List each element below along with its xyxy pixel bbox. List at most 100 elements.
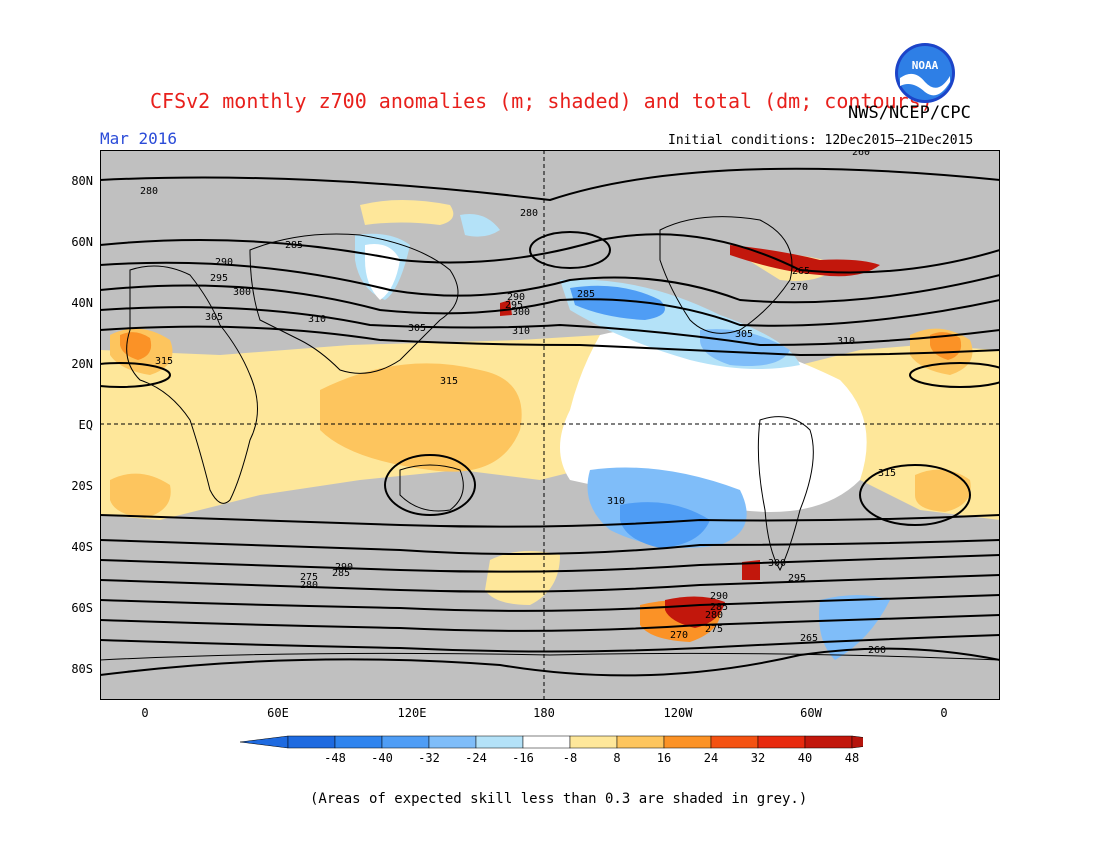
colorbar-swatch <box>616 735 665 749</box>
anomaly-40-48 <box>742 560 760 580</box>
noaa-logo-icon: NOAA <box>895 43 955 103</box>
svg-text:295: 295 <box>210 273 228 284</box>
forecast-month: Mar 2016 <box>100 129 178 148</box>
colorbar-label: 16 <box>656 751 672 765</box>
caption: (Areas of expected skill less than 0.3 a… <box>310 791 808 807</box>
negative-anomaly <box>620 502 710 548</box>
colorbar-swatch <box>287 735 336 749</box>
lat-label: 40N <box>71 296 93 310</box>
svg-text:285: 285 <box>285 240 303 251</box>
lon-label: 60E <box>267 706 289 720</box>
agency-label: NWS/NCEP/CPC <box>848 103 971 123</box>
svg-text:290: 290 <box>710 591 728 602</box>
lat-label: EQ <box>78 418 93 432</box>
map-frame <box>100 150 1000 700</box>
negative-anomaly <box>700 329 790 366</box>
lon-label: 120E <box>397 706 427 720</box>
negative-anomaly <box>570 285 665 320</box>
svg-text:265: 265 <box>792 266 810 277</box>
colorbar-label: 48 <box>844 751 860 765</box>
svg-text:305: 305 <box>408 323 426 334</box>
svg-text:285: 285 <box>710 602 728 613</box>
colorbar <box>239 735 863 749</box>
svg-text:270: 270 <box>670 630 688 641</box>
anomaly-16-24 <box>915 469 971 512</box>
svg-text:295: 295 <box>505 300 523 311</box>
lon-label: 0 <box>141 706 149 720</box>
svg-text:315: 315 <box>155 356 173 367</box>
lat-label: 60S <box>71 601 93 615</box>
lon-label: 120W <box>663 706 693 720</box>
colorbar-end-positive <box>851 735 863 749</box>
svg-text:285: 285 <box>577 289 595 300</box>
lat-label: 80N <box>71 174 93 188</box>
svg-text:315: 315 <box>878 468 896 479</box>
svg-text:260: 260 <box>852 150 870 158</box>
lon-label: 180 <box>533 706 555 720</box>
anomaly-16-24 <box>110 473 171 518</box>
svg-text:280: 280 <box>140 186 158 197</box>
initial-conditions: Initial conditions: 12Dec2015–21Dec2015 <box>668 133 974 148</box>
colorbar-label: -24 <box>465 751 487 765</box>
chart-title: CFSv2 monthly z700 anomalies (m; shaded)… <box>150 89 933 113</box>
colorbar-end-negative <box>239 735 289 749</box>
negative-anomaly <box>819 595 890 660</box>
lat-label: 40S <box>71 540 93 554</box>
lat-label: 20N <box>71 357 93 371</box>
lat-label: 80S <box>71 662 93 676</box>
svg-text:310: 310 <box>308 314 326 325</box>
lat-label: 60N <box>71 235 93 249</box>
anomaly-map: 280 285 290 295 300 305 310 315 305 310 … <box>100 150 1000 700</box>
anomaly-40-48 <box>730 245 880 277</box>
lat-label: 20S <box>71 479 93 493</box>
svg-text:310: 310 <box>837 336 855 347</box>
lon-label: 0 <box>940 706 948 720</box>
svg-text:305: 305 <box>205 312 223 323</box>
negative-anomaly <box>460 214 500 237</box>
anomaly-16-24 <box>320 363 522 472</box>
svg-text:290: 290 <box>507 292 525 303</box>
colorbar-label: 32 <box>750 751 766 765</box>
svg-text:270: 270 <box>790 282 808 293</box>
colorbar-label: 24 <box>703 751 719 765</box>
height-contours <box>100 167 1000 677</box>
svg-text:275: 275 <box>705 624 723 635</box>
svg-text:295: 295 <box>788 573 806 584</box>
colorbar-swatch <box>710 735 759 749</box>
colorbar-label: 40 <box>797 751 813 765</box>
colorbar-swatch <box>475 735 524 749</box>
colorbar-swatch <box>663 735 712 749</box>
positive-anomaly <box>360 200 454 225</box>
colorbar-label: -32 <box>418 751 440 765</box>
svg-text:265: 265 <box>800 633 818 644</box>
svg-text:275: 275 <box>300 572 318 583</box>
svg-text:300: 300 <box>233 287 251 298</box>
svg-text:280: 280 <box>705 610 723 621</box>
svg-text:290: 290 <box>215 257 233 268</box>
colorbar-label: -40 <box>371 751 393 765</box>
colorbar-label: 8 <box>613 751 621 765</box>
colorbar-swatch <box>334 735 383 749</box>
colorbar-swatch <box>381 735 430 749</box>
svg-text:300: 300 <box>768 558 786 569</box>
contour-labels: 280 285 290 295 300 305 310 315 305 310 … <box>140 150 896 656</box>
neutral-region <box>560 328 867 512</box>
anomaly-40-48 <box>500 300 512 316</box>
svg-text:300: 300 <box>512 307 530 318</box>
svg-text:315: 315 <box>440 376 458 387</box>
colorbar-label: -48 <box>324 751 346 765</box>
svg-text:310: 310 <box>512 326 530 337</box>
colorbar-swatch <box>804 735 853 749</box>
svg-text:NOAA: NOAA <box>912 59 939 72</box>
lon-label: 60W <box>800 706 822 720</box>
svg-text:285: 285 <box>332 568 350 579</box>
svg-text:280: 280 <box>520 208 538 219</box>
colorbar-swatch <box>569 735 618 749</box>
svg-text:260: 260 <box>868 645 886 656</box>
svg-text:310: 310 <box>607 496 625 507</box>
svg-text:280: 280 <box>300 580 318 591</box>
colorbar-swatch <box>428 735 477 749</box>
colorbar-label: -16 <box>512 751 534 765</box>
colorbar-label: -8 <box>562 751 578 765</box>
colorbar-swatch <box>522 735 571 749</box>
